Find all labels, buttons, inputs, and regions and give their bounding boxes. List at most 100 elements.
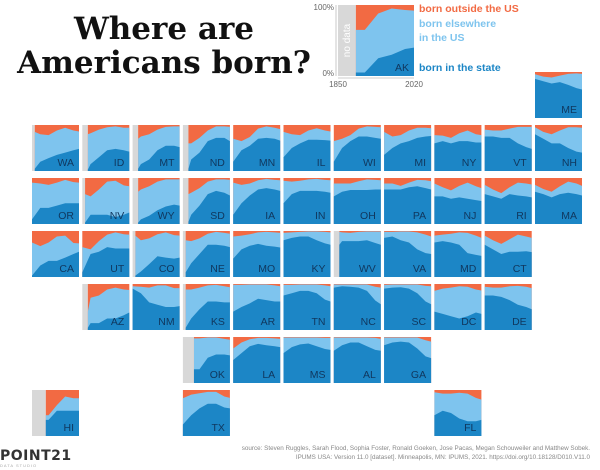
state-label-ut: UT <box>110 263 125 275</box>
state-tile-az: AZ <box>82 284 130 330</box>
state-tile-wi: WI <box>333 125 381 171</box>
area-in-state-legend-ak <box>355 47 414 76</box>
state-label-nv: NV <box>110 210 125 222</box>
legend-state-label: AK <box>395 62 409 74</box>
no-data-band-legend-ak <box>338 5 356 76</box>
area-in-state-de <box>484 295 532 330</box>
area-in-state-hi <box>45 410 79 436</box>
state-tile-va: VA <box>384 231 432 277</box>
no-data-band-sd <box>182 178 189 224</box>
legend-state-label-text: born in the state <box>419 62 501 74</box>
chart-title-line-1: Where are <box>73 11 255 47</box>
area-in-state-nc <box>333 286 381 330</box>
area-in-state-il <box>283 139 331 171</box>
area-in-state-fl <box>434 410 482 436</box>
state-label-nc: NC <box>361 316 377 328</box>
state-label-ma: MA <box>561 210 577 222</box>
area-in-state-ks <box>185 301 230 330</box>
state-label-ia: IA <box>265 210 275 222</box>
state-label-al: AL <box>363 369 376 381</box>
state-label-in: IN <box>315 210 326 222</box>
no-data-band-hi <box>32 390 46 436</box>
state-tile-mi: MI <box>384 125 432 171</box>
area-in-state-ut <box>82 247 130 277</box>
state-label-me: ME <box>561 104 577 116</box>
state-tile-mo: MO <box>233 231 281 277</box>
state-label-il: IL <box>317 157 326 169</box>
legend-no-data-label: no data <box>342 23 353 57</box>
area-in-state-sc <box>384 287 432 330</box>
state-label-vt: VT <box>513 157 527 169</box>
state-label-sd: SD <box>210 210 225 222</box>
state-tile-in: IN <box>283 178 331 224</box>
state-tile-md: MD <box>434 231 482 277</box>
state-tile-ia: IA <box>233 178 281 224</box>
legend-outside-label: born outside the US <box>419 3 519 15</box>
state-label-ky: KY <box>311 263 325 275</box>
state-tile-ct: CT <box>484 231 532 277</box>
state-tile-ks: KS <box>182 284 230 330</box>
state-tile-wv: WV <box>333 231 381 277</box>
legend-x-end-label: 2020 <box>405 80 423 89</box>
no-data-band-ok <box>182 337 194 383</box>
legend-elsewhere-label-line-2: in the US <box>419 32 465 44</box>
state-tile-mt: MT <box>132 125 180 171</box>
area-elsewhere-nv <box>85 180 130 224</box>
no-data-band-nv <box>82 178 86 224</box>
state-tile-il: IL <box>283 125 331 171</box>
brand-logo: POINT21 <box>0 448 72 464</box>
legend-elsewhere-label-line-1: born elsewhere <box>419 18 496 30</box>
state-label-nj: NJ <box>464 210 477 222</box>
area-in-state-mt <box>138 145 180 171</box>
state-tile-tn: TN <box>283 284 331 330</box>
state-label-de: DE <box>512 316 527 328</box>
state-tile-de: DE <box>484 284 532 330</box>
area-in-state-ma <box>535 191 582 224</box>
state-tile-nj: NJ <box>434 178 482 224</box>
state-tile-hi: HI <box>32 390 79 436</box>
state-tile-co: CO <box>132 231 180 277</box>
state-label-mt: MT <box>159 157 175 169</box>
chart-title: Where are Americans born? <box>14 12 314 80</box>
state-tile-al: AL <box>333 337 381 383</box>
state-label-oh: OH <box>360 210 376 222</box>
legend-y-min-label: 0% <box>322 69 334 78</box>
no-data-band-az <box>82 284 88 330</box>
state-label-ks: KS <box>211 316 225 328</box>
area-in-state-vt <box>484 136 532 171</box>
state-tile-ny: NY <box>434 125 482 171</box>
no-data-band-co <box>132 231 136 277</box>
state-tile-ri: RI <box>484 178 532 224</box>
state-tile-nm: NM <box>132 284 180 330</box>
state-label-sc: SC <box>412 316 427 328</box>
state-tile-pa: PA <box>384 178 432 224</box>
source-line-2: IPUMS USA: Version 11.0 [dataset]. Minne… <box>295 454 590 461</box>
area-in-state-ri <box>484 194 532 224</box>
state-label-ri: RI <box>516 210 527 222</box>
area-in-state-ky <box>283 236 331 277</box>
state-label-dc: DC <box>461 316 477 328</box>
area-in-state-ia <box>233 188 281 224</box>
source-line-1: source: Steven Ruggles, Sarah Flood, Sop… <box>241 445 590 452</box>
area-in-state-id <box>87 148 130 171</box>
state-tile-mn: MN <box>233 125 281 171</box>
area-in-state-nh <box>535 134 582 171</box>
no-data-band-mt <box>132 125 139 171</box>
state-label-ar: AR <box>261 316 276 328</box>
area-in-state-sd <box>188 190 230 224</box>
state-label-nh: NH <box>562 157 577 169</box>
area-in-state-in <box>283 190 331 224</box>
area-in-state-wy <box>138 204 180 224</box>
area-in-state-wa <box>34 148 79 171</box>
area-in-state-ar <box>233 298 281 330</box>
area-in-state-dc <box>434 311 482 330</box>
state-tile-nd: ND <box>182 125 230 171</box>
state-tile-wa: WA <box>32 125 79 171</box>
no-data-band-nd <box>182 125 189 171</box>
legend: no data AK 100% 0% 1850 2020 born outside the … <box>314 3 519 89</box>
state-tile-sd: SD <box>182 178 230 224</box>
area-in-state-wi <box>333 136 381 171</box>
no-data-band-ks <box>182 284 186 330</box>
state-label-hi: HI <box>64 422 75 434</box>
area-in-state-co <box>135 256 180 277</box>
